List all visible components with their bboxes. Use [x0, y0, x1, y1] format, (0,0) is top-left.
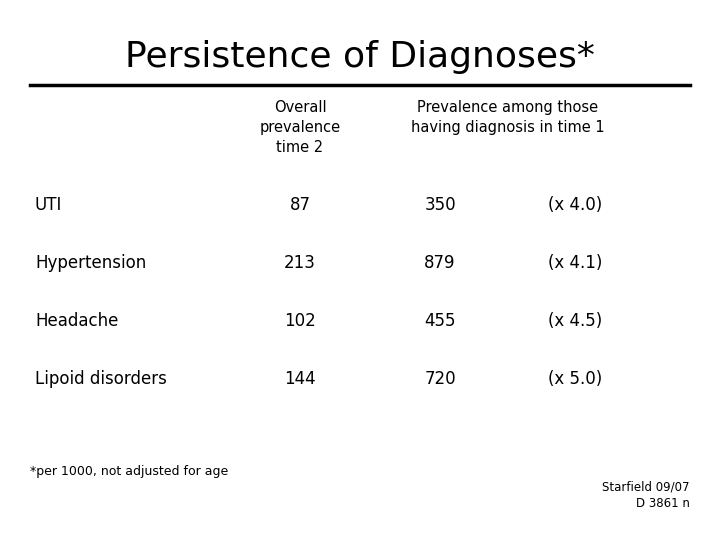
Text: Prevalence among those
having diagnosis in time 1: Prevalence among those having diagnosis …: [410, 100, 604, 135]
Text: Overall
prevalence
time 2: Overall prevalence time 2: [259, 100, 341, 154]
Text: 720: 720: [424, 370, 456, 388]
Text: Persistence of Diagnoses*: Persistence of Diagnoses*: [125, 40, 595, 74]
Text: Starfield 09/07
D 3861 n: Starfield 09/07 D 3861 n: [603, 480, 690, 510]
Text: Hypertension: Hypertension: [35, 254, 146, 272]
Text: 455: 455: [424, 312, 456, 330]
Text: (x 5.0): (x 5.0): [548, 370, 602, 388]
Text: Lipoid disorders: Lipoid disorders: [35, 370, 167, 388]
Text: (x 4.1): (x 4.1): [548, 254, 602, 272]
Text: 144: 144: [284, 370, 316, 388]
Text: 87: 87: [289, 196, 310, 214]
Text: *per 1000, not adjusted for age: *per 1000, not adjusted for age: [30, 465, 228, 478]
Text: (x 4.5): (x 4.5): [548, 312, 602, 330]
Text: UTI: UTI: [35, 196, 63, 214]
Text: 213: 213: [284, 254, 316, 272]
Text: (x 4.0): (x 4.0): [548, 196, 602, 214]
Text: 879: 879: [424, 254, 456, 272]
Text: 102: 102: [284, 312, 316, 330]
Text: 350: 350: [424, 196, 456, 214]
Text: Headache: Headache: [35, 312, 118, 330]
